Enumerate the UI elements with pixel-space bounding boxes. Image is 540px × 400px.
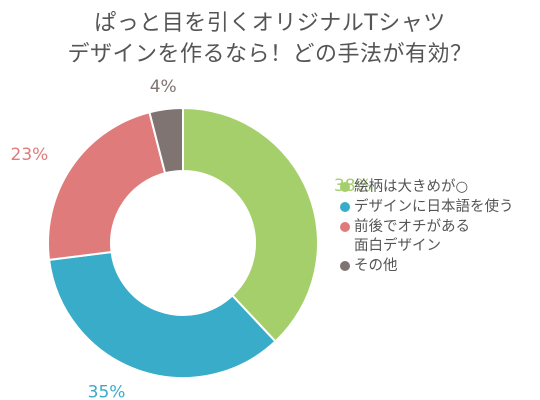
legend-item-0: 絵柄は大きめが○ [340,178,514,197]
donut-slice-1 [47,250,277,379]
legend-item-3: その他 [340,257,514,276]
legend-label-2: 前後でオチがある 面白デザイン [354,219,470,254]
slice-value-label-1: 35% [88,383,126,400]
legend-marker-0 [340,182,350,192]
chart-title-line-1: ぱっと目を引くオリジナルTシャツ [94,11,446,36]
donut-slice-2 [47,111,167,262]
legend-marker-1 [340,202,350,212]
slice-value-label-3: 4% [150,77,177,97]
donut-slice-3 [148,106,184,175]
chart-title-line-2: デザインを作るなら！どの手法が有効？ [67,42,473,67]
slice-value-label-2: 23% [11,145,49,165]
legend-label-0: 絵柄は大きめが○ [354,179,469,195]
legend-label-3: その他 [354,258,398,274]
chart-title: ぱっと目を引くオリジナルTシャツ デザインを作るなら！どの手法が有効？ [0,8,540,70]
donut-slice-0 [182,106,319,343]
legend-marker-2 [340,222,350,232]
legend-item-1: デザインに日本語を使う [340,198,514,217]
chart-legend: 絵柄は大きめが○ デザインに日本語を使う 前後でオチがある 面白デザイン その他 [340,178,514,277]
legend-label-1: デザインに日本語を使う [354,199,514,215]
legend-marker-3 [340,261,350,271]
legend-item-2: 前後でオチがある 面白デザイン [340,218,514,256]
